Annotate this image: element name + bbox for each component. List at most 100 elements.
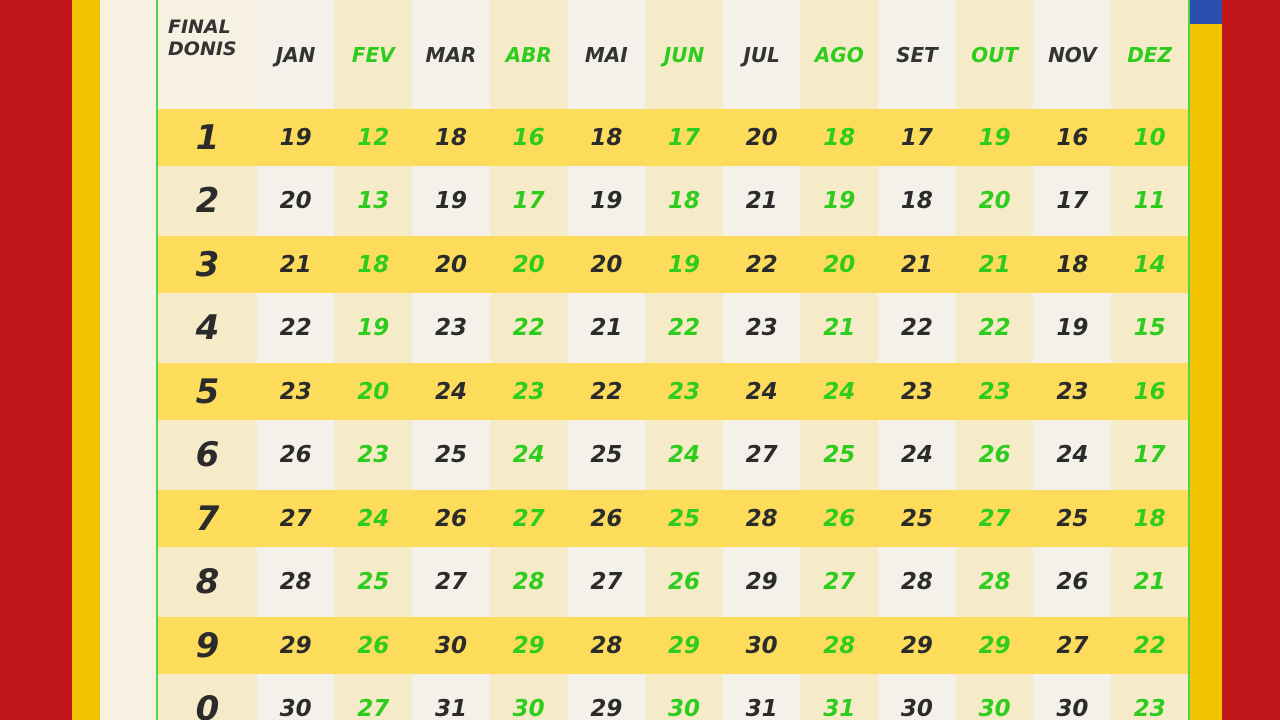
payment-date-cell: 20 [256, 166, 335, 236]
payment-date-cell: 30 [1033, 674, 1112, 720]
nis-final-digit: 3 [157, 236, 257, 293]
payment-date-cell: 15 [1111, 293, 1189, 363]
payment-date-cell: 29 [489, 617, 568, 674]
payment-date-cell: 30 [412, 617, 490, 674]
payment-date-cell: 27 [955, 490, 1034, 547]
payment-date-cell: 30 [256, 674, 335, 720]
payment-date-cell: 17 [878, 109, 956, 166]
nis-final-digit: 1 [157, 109, 257, 166]
payment-date-cell: 25 [567, 420, 646, 490]
nis-final-digit: 2 [157, 166, 257, 236]
nis-final-digit: 7 [157, 490, 257, 547]
payment-date-cell: 27 [567, 547, 646, 617]
table-row: 5 23 20 24 23 22 23 24 24 23 23 23 16 [157, 363, 1189, 420]
payment-date-cell: 26 [800, 490, 879, 547]
payment-date-cell: 19 [645, 236, 723, 293]
table-row: 7 27 24 26 27 26 25 28 26 25 27 25 18 [157, 490, 1189, 547]
payment-date-cell: 30 [955, 674, 1034, 720]
header-line1: FINAL [168, 16, 231, 38]
payment-date-cell: 22 [955, 293, 1034, 363]
payment-date-cell: 27 [412, 547, 490, 617]
payment-date-cell: 22 [878, 293, 956, 363]
month-header-set: SET [878, 0, 956, 109]
payment-date-cell: 27 [489, 490, 568, 547]
nis-final-digit: 4 [157, 293, 257, 363]
payment-date-cell: 28 [256, 547, 335, 617]
payment-date-cell: 29 [256, 617, 335, 674]
payment-date-cell: 23 [334, 420, 413, 490]
payment-date-cell: 21 [955, 236, 1034, 293]
payment-date-cell: 18 [412, 109, 490, 166]
payment-date-cell: 14 [1111, 236, 1189, 293]
payment-date-cell: 11 [1111, 166, 1189, 236]
payment-date-cell: 23 [256, 363, 335, 420]
payment-date-cell: 17 [1111, 420, 1189, 490]
payment-date-cell: 23 [1033, 363, 1112, 420]
payment-date-cell: 27 [334, 674, 413, 720]
payment-date-cell: 19 [800, 166, 879, 236]
calendar-panel: FINAL DONIS JAN FEV MAR ABR MAI JUN JUL AGO SET OU… [100, 0, 1190, 720]
payment-date-cell: 17 [1033, 166, 1112, 236]
payment-date-cell: 18 [878, 166, 956, 236]
payment-date-cell: 28 [567, 617, 646, 674]
payment-date-cell: 22 [567, 363, 646, 420]
month-header-jan: JAN [256, 0, 335, 109]
payment-date-cell: 23 [645, 363, 723, 420]
payment-date-cell: 30 [722, 617, 801, 674]
payment-calendar-table: FINAL DONIS JAN FEV MAR ABR MAI JUN JUL AGO SET OU… [156, 0, 1190, 720]
payment-date-cell: 24 [489, 420, 568, 490]
payment-date-cell: 20 [334, 363, 413, 420]
payment-date-cell: 21 [1111, 547, 1189, 617]
payment-date-cell: 26 [412, 490, 490, 547]
payment-date-cell: 21 [878, 236, 956, 293]
month-header-fev: FEV [334, 0, 413, 109]
table-row: 9 29 26 30 29 28 29 30 28 29 29 27 22 [157, 617, 1189, 674]
payment-date-cell: 19 [256, 109, 335, 166]
payment-date-cell: 25 [412, 420, 490, 490]
payment-date-cell: 24 [1033, 420, 1112, 490]
payment-date-cell: 27 [256, 490, 335, 547]
month-header-abr: ABR [489, 0, 568, 109]
payment-date-cell: 25 [1033, 490, 1112, 547]
payment-date-cell: 18 [567, 109, 646, 166]
payment-date-cell: 21 [800, 293, 879, 363]
calendar-poster: FINAL DONIS JAN FEV MAR ABR MAI JUN JUL AGO SET OU… [72, 0, 1222, 720]
nis-final-digit: 0 [157, 674, 257, 720]
payment-date-cell: 24 [412, 363, 490, 420]
payment-date-cell: 26 [334, 617, 413, 674]
payment-date-cell: 22 [489, 293, 568, 363]
payment-date-cell: 16 [489, 109, 568, 166]
payment-date-cell: 19 [334, 293, 413, 363]
table-row: 3 21 18 20 20 20 19 22 20 21 21 18 14 [157, 236, 1189, 293]
payment-date-cell: 18 [1033, 236, 1112, 293]
header-row: FINAL DONIS JAN FEV MAR ABR MAI JUN JUL AGO SET OU… [157, 0, 1189, 109]
header-line2a: DO [168, 38, 200, 60]
payment-date-cell: 20 [722, 109, 801, 166]
payment-date-cell: 18 [645, 166, 723, 236]
flag-corner [1188, 0, 1222, 24]
payment-date-cell: 27 [722, 420, 801, 490]
payment-date-cell: 18 [1111, 490, 1189, 547]
payment-date-cell: 22 [722, 236, 801, 293]
month-header-mai: MAI [567, 0, 646, 109]
payment-date-cell: 25 [645, 490, 723, 547]
table-row: 8 28 25 27 28 27 26 29 27 28 28 26 21 [157, 547, 1189, 617]
payment-date-cell: 21 [722, 166, 801, 236]
payment-date-cell: 13 [334, 166, 413, 236]
payment-date-cell: 21 [256, 236, 335, 293]
table-row: 6 26 23 25 24 25 24 27 25 24 26 24 17 [157, 420, 1189, 490]
payment-date-cell: 28 [722, 490, 801, 547]
payment-date-cell: 28 [878, 547, 956, 617]
payment-date-cell: 20 [800, 236, 879, 293]
payment-date-cell: 18 [334, 236, 413, 293]
payment-date-cell: 20 [567, 236, 646, 293]
table-row: 1 19 12 18 16 18 17 20 18 17 19 16 10 [157, 109, 1189, 166]
month-header-dez: DEZ [1111, 0, 1189, 109]
payment-date-cell: 23 [489, 363, 568, 420]
nis-final-digit: 9 [157, 617, 257, 674]
month-header-jul: JUL [722, 0, 801, 109]
payment-date-cell: 23 [412, 293, 490, 363]
payment-date-cell: 12 [334, 109, 413, 166]
payment-date-cell: 24 [334, 490, 413, 547]
payment-date-cell: 19 [567, 166, 646, 236]
